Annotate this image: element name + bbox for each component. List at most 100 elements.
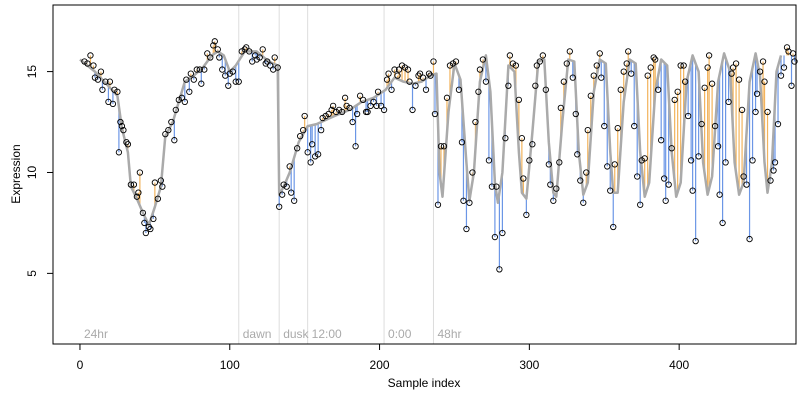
data-point <box>788 82 795 89</box>
data-point <box>711 122 719 130</box>
data-point <box>99 86 106 93</box>
data-point <box>695 153 702 160</box>
data-point <box>370 98 377 106</box>
data-point <box>756 68 764 75</box>
data-point <box>671 96 678 103</box>
data-point <box>135 189 142 196</box>
data-point <box>753 90 761 97</box>
phase-label: dusk <box>283 327 309 341</box>
data-point <box>475 88 482 95</box>
x-tick-label: 200 <box>370 358 390 372</box>
data-point <box>443 94 451 101</box>
data-point <box>84 60 91 67</box>
data-point <box>181 98 188 106</box>
data-point <box>488 183 496 190</box>
data-point <box>499 229 506 237</box>
data-point <box>580 199 587 206</box>
data-point <box>542 86 549 93</box>
data-point <box>130 181 138 188</box>
data-point <box>705 52 713 59</box>
data-point <box>687 157 695 164</box>
data-point <box>674 88 681 95</box>
data-point <box>601 122 608 130</box>
data-point <box>196 66 203 73</box>
y-axis-title: Expression <box>9 144 23 203</box>
data-point <box>644 72 651 79</box>
data-point <box>577 177 584 184</box>
data-point <box>652 56 659 63</box>
data-point <box>668 145 675 152</box>
data-point <box>297 133 304 140</box>
data-point <box>472 118 479 126</box>
data-point <box>556 159 563 166</box>
data-point <box>752 108 759 116</box>
data-point <box>178 94 185 101</box>
data-point <box>198 80 205 87</box>
data-point <box>349 118 356 126</box>
data-point <box>680 62 687 69</box>
data-point <box>485 157 493 164</box>
data-point <box>377 102 385 110</box>
data-point <box>364 108 371 116</box>
data-point <box>777 72 785 79</box>
data-point <box>201 66 208 73</box>
data-point <box>395 66 403 73</box>
x-axis-title: Sample index <box>388 376 461 390</box>
data-point <box>157 177 165 184</box>
data-point <box>532 82 539 89</box>
data-point <box>127 181 135 188</box>
data-point <box>427 72 434 79</box>
data-point <box>286 163 293 170</box>
data-point <box>637 201 644 208</box>
data-point <box>159 183 166 190</box>
data-point <box>491 233 499 241</box>
data-point <box>90 62 97 69</box>
data-point <box>124 141 132 148</box>
data-point <box>211 38 218 45</box>
data-point <box>684 112 692 120</box>
data-point <box>404 66 412 73</box>
data-point <box>317 126 325 134</box>
data-point <box>256 54 263 61</box>
data-point <box>150 215 157 223</box>
data-point <box>783 44 791 51</box>
data-point <box>625 48 632 55</box>
data-point <box>165 126 172 134</box>
x-axis: 0 100 200 300 400 <box>77 343 689 372</box>
data-point <box>539 52 546 59</box>
data-point <box>466 199 473 206</box>
data-point <box>563 60 570 67</box>
data-point <box>225 82 232 89</box>
data-point <box>207 54 214 61</box>
data-point <box>359 96 367 103</box>
data-point <box>611 161 618 168</box>
data-point <box>151 179 159 186</box>
data-point <box>774 120 782 128</box>
data-point <box>187 70 194 77</box>
data-point <box>356 92 364 99</box>
data-point <box>610 223 617 231</box>
data-point <box>590 72 597 79</box>
data-point <box>607 187 614 194</box>
data-point <box>732 60 740 67</box>
data-point <box>523 211 530 219</box>
data-point <box>304 149 311 156</box>
data-point <box>409 106 416 114</box>
data-point <box>380 106 388 114</box>
data-point <box>374 88 382 95</box>
data-point <box>425 70 433 77</box>
data-point <box>505 82 512 89</box>
data-point <box>708 80 716 87</box>
data-point <box>665 181 672 188</box>
data-point <box>406 78 413 85</box>
data-point <box>759 58 767 65</box>
data-point <box>264 58 271 65</box>
data-point <box>553 185 560 192</box>
data-point <box>106 78 114 85</box>
data-point <box>460 197 467 204</box>
data-point <box>550 197 557 204</box>
data-point <box>658 137 665 144</box>
data-point <box>463 225 470 233</box>
x-tick-label: 300 <box>519 358 539 372</box>
